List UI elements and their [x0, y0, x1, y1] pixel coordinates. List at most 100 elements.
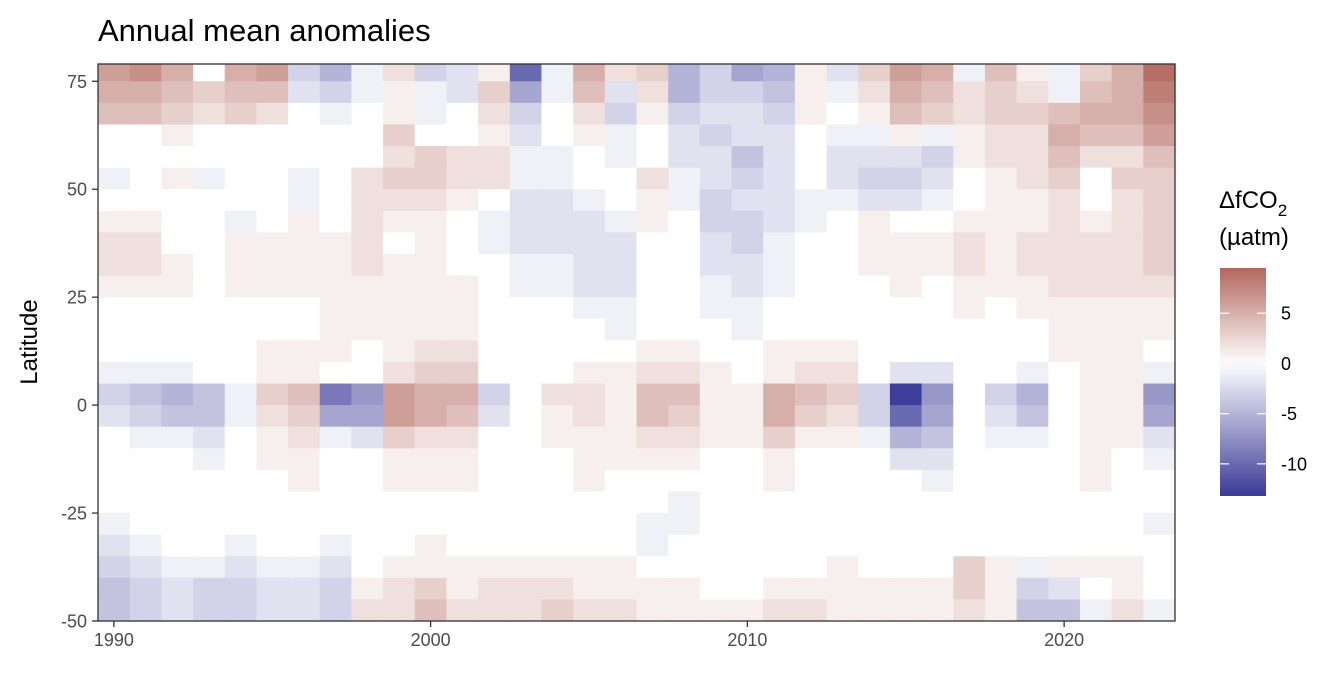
heatmap-cell — [1079, 340, 1113, 363]
heatmap-cell — [953, 599, 986, 622]
heatmap-cells — [98, 64, 1176, 622]
heatmap-cell — [319, 448, 353, 471]
heatmap-cell — [129, 210, 162, 233]
heatmap-cell — [984, 556, 1018, 579]
heatmap-cell — [509, 340, 543, 363]
heatmap-cell — [383, 361, 416, 385]
heatmap-cell — [383, 253, 416, 277]
heatmap-cell — [763, 124, 796, 147]
heatmap-cell — [414, 232, 448, 255]
heatmap-cell — [826, 232, 859, 255]
heatmap-cell — [1048, 534, 1081, 557]
heatmap-cell — [1016, 167, 1049, 190]
heatmap-cell — [1143, 448, 1176, 471]
heatmap-cell — [1048, 340, 1081, 363]
heatmap-cell — [256, 513, 289, 536]
heatmap-cell — [889, 253, 923, 277]
heatmap-cell — [478, 64, 511, 82]
heatmap-cell — [288, 448, 321, 471]
heatmap-cell — [858, 491, 891, 514]
heatmap-cell — [699, 275, 733, 298]
heatmap-cell — [794, 189, 828, 212]
heatmap-cell — [161, 383, 194, 406]
heatmap-cell — [636, 469, 669, 493]
heatmap-cell — [763, 318, 796, 341]
heatmap-cell — [509, 297, 543, 320]
heatmap-cell — [1079, 361, 1113, 385]
heatmap-cell — [256, 556, 289, 579]
heatmap-cell — [794, 448, 828, 471]
heatmap-cell — [161, 556, 194, 579]
heatmap-cell — [984, 124, 1018, 147]
heatmap-cell — [794, 124, 828, 147]
heatmap-cell — [573, 253, 606, 277]
heatmap-cell — [763, 426, 796, 449]
heatmap-cell — [889, 64, 923, 82]
heatmap-cell — [953, 146, 986, 169]
heatmap-cell — [351, 491, 384, 514]
heatmap-cell — [1079, 124, 1113, 147]
heatmap-cell — [794, 318, 828, 341]
heatmap-cell — [161, 361, 194, 385]
heatmap-cell — [224, 469, 257, 493]
heatmap-cell — [668, 297, 701, 320]
heatmap-cell — [1143, 232, 1176, 255]
heatmap-cell — [984, 232, 1018, 255]
heatmap-cell — [509, 491, 543, 514]
heatmap-cell — [319, 102, 353, 126]
legend-tick-label: -5 — [1281, 404, 1297, 424]
heatmap-cell — [953, 102, 986, 126]
heatmap-cell — [256, 275, 289, 298]
heatmap-cell — [446, 491, 479, 514]
heatmap-cell — [98, 318, 131, 341]
heatmap-cell — [129, 577, 162, 601]
heatmap-cell — [826, 448, 859, 471]
heatmap-cell — [414, 210, 448, 233]
heatmap-cell — [953, 556, 986, 579]
heatmap-cell — [1048, 81, 1081, 104]
heatmap-cell — [1016, 361, 1049, 385]
heatmap-cell — [446, 361, 479, 385]
heatmap-cell — [351, 426, 384, 449]
heatmap-cell — [1016, 383, 1049, 406]
heatmap-cell — [509, 318, 543, 341]
heatmap-cell — [351, 297, 384, 320]
y-axis: 75 50 25 0 -25 -50 — [61, 72, 98, 632]
heatmap-cell — [224, 491, 257, 514]
heatmap-cell — [541, 599, 574, 622]
heatmap-cell — [446, 383, 479, 406]
panel-border — [97, 63, 1176, 622]
heatmap-cell — [921, 383, 954, 406]
heatmap-cell — [414, 318, 448, 341]
heatmap-cell — [351, 275, 384, 298]
heatmap-cell — [763, 232, 796, 255]
heatmap-cell — [921, 64, 954, 82]
heatmap-cell — [1048, 124, 1081, 147]
heatmap-cell — [383, 81, 416, 104]
heatmap-cell — [541, 513, 574, 536]
heatmap-cell — [858, 534, 891, 557]
heatmap-cell — [1111, 253, 1144, 277]
heatmap-cell — [129, 146, 162, 169]
heatmap-cell — [1111, 469, 1144, 493]
heatmap-cell — [383, 448, 416, 471]
heatmap-cell — [604, 253, 638, 277]
heatmap-cell — [541, 318, 574, 341]
heatmap-cell — [509, 167, 543, 190]
heatmap-cell — [478, 513, 511, 536]
heatmap-cell — [731, 513, 764, 536]
heatmap-cell — [668, 318, 701, 341]
heatmap-cell — [1048, 318, 1081, 341]
heatmap-cell — [288, 577, 321, 601]
heatmap-cell — [604, 513, 638, 536]
heatmap-cell — [921, 124, 954, 147]
x-tick-label: 2020 — [1044, 630, 1084, 650]
heatmap-cell — [984, 210, 1018, 233]
heatmap-cell — [573, 189, 606, 212]
heatmap-cell — [1048, 275, 1081, 298]
heatmap-cell — [351, 361, 384, 385]
heatmap-cell — [984, 318, 1018, 341]
heatmap-cell — [224, 340, 257, 363]
heatmap-cell — [509, 102, 543, 126]
heatmap-cell — [953, 383, 986, 406]
